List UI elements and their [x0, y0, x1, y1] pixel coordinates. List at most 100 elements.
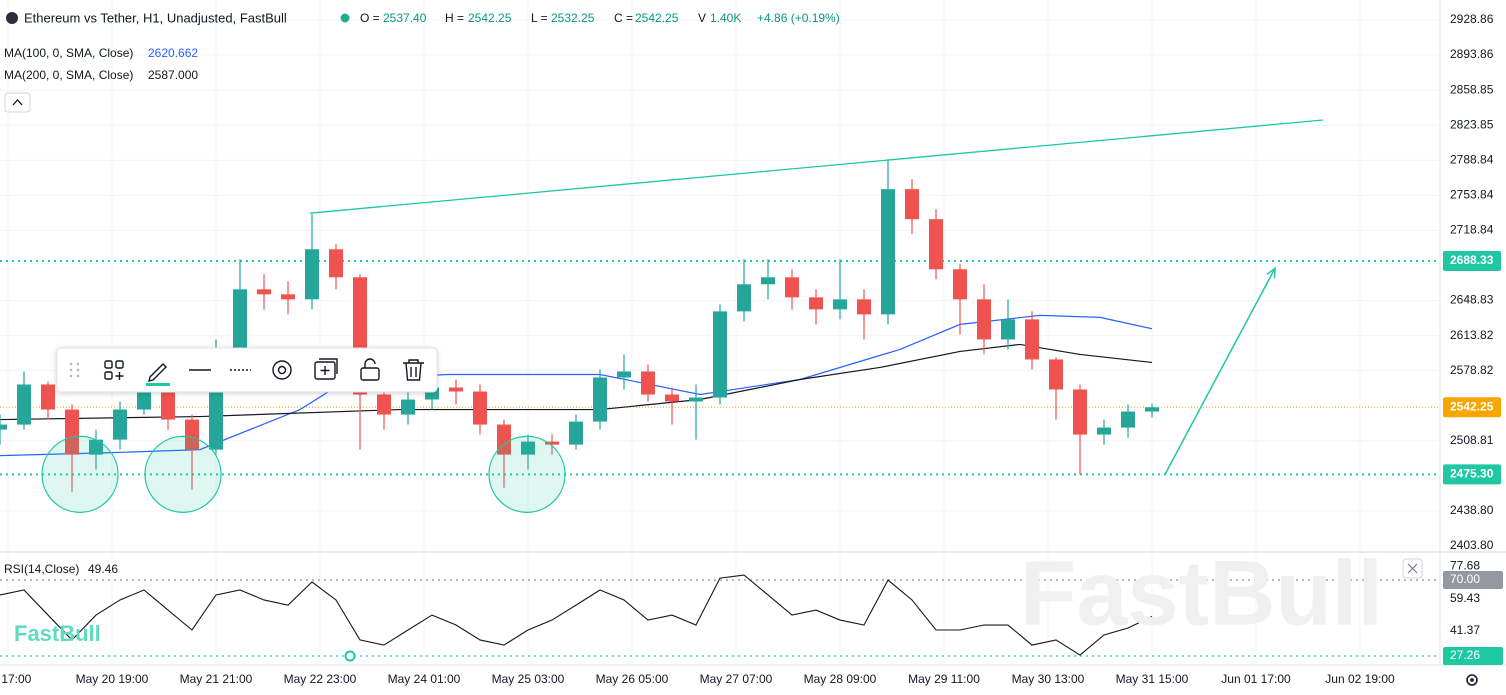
ohlc-label: H = — [445, 11, 464, 25]
candle-body — [617, 371, 631, 378]
y-tick-label: 41.37 — [1450, 623, 1480, 637]
x-tick-label: Jun 02 19:00 — [1325, 672, 1395, 686]
drawing-anchor[interactable] — [344, 650, 356, 662]
y-tick-label: 2613.82 — [1450, 328, 1494, 342]
candle-body — [641, 371, 655, 395]
templates-button[interactable] — [104, 360, 124, 380]
arrow-line[interactable] — [1164, 267, 1276, 475]
drawing-toolbar — [56, 347, 438, 393]
candle-body — [881, 189, 895, 315]
candle-body — [89, 439, 103, 455]
candle-body — [809, 297, 823, 310]
y-tick-badge — [1443, 647, 1503, 666]
y-tick-label: 2438.80 — [1450, 503, 1494, 517]
symbol-title: Ethereum vs Tether, H1, Unadjusted, Fast… — [24, 10, 287, 25]
candle-body — [377, 394, 391, 415]
candle-body — [449, 387, 463, 392]
axis-layer: 19 17:00 May 20 19:00 May 21 21:00 May 22 2… — [0, 12, 1503, 686]
close-pane-button[interactable] — [1402, 558, 1423, 579]
x-tick-label: May 31 15:00 — [1116, 672, 1189, 686]
delete-button[interactable] — [403, 359, 424, 381]
candle-body — [761, 277, 775, 285]
ma-legend-name: MA(200, 0, SMA, Close) — [4, 68, 133, 82]
x-tick-label: 19 17:00 — [0, 672, 32, 686]
symbol-icon — [6, 12, 18, 24]
candle-body — [1001, 319, 1015, 340]
drag-handle[interactable] — [69, 362, 80, 378]
market-status-dot — [340, 13, 350, 23]
candle-body — [1025, 319, 1039, 360]
candle-body — [665, 394, 679, 402]
lock-button[interactable] — [360, 358, 380, 381]
highlight-circle[interactable] — [144, 435, 222, 513]
y-tick-badge — [1443, 571, 1503, 590]
ma-legend-name: MA(100, 0, SMA, Close) — [4, 46, 133, 60]
candle-body — [1073, 389, 1087, 435]
highlight-circle[interactable] — [488, 435, 566, 513]
x-tick-label: May 20 19:00 — [76, 672, 149, 686]
candle-body — [17, 384, 31, 425]
candle-body — [545, 441, 559, 445]
y-tick-label: 59.43 — [1450, 591, 1480, 605]
collapse-button[interactable] — [4, 92, 31, 113]
y-tick-label: 2578.82 — [1450, 363, 1494, 377]
y-tick-label: 2823.85 — [1450, 117, 1494, 131]
rsi-legend-name: RSI(14,Close) — [4, 562, 79, 576]
x-tick-label: May 25 03:00 — [492, 672, 565, 686]
candle-body — [65, 409, 79, 455]
clone-button[interactable] — [314, 358, 338, 380]
y-tick-label: 2788.84 — [1450, 152, 1494, 166]
candle-body — [305, 249, 319, 300]
moving-average-line — [0, 343, 1153, 421]
candle-body — [905, 189, 919, 220]
candle-body — [233, 289, 247, 350]
candle-body — [257, 289, 271, 295]
price-change: +4.86 (+0.19%) — [757, 11, 840, 25]
x-tick-label: May 22 23:00 — [284, 672, 357, 686]
candle-layer — [0, 159, 1159, 656]
level-badge — [1443, 250, 1501, 271]
ohlc-value: 2532.25 — [551, 11, 595, 25]
candle-body — [1097, 427, 1111, 435]
candle-body — [689, 397, 703, 402]
candle-body — [785, 277, 799, 298]
ohlc-label: V — [698, 11, 706, 25]
y-tick-label: 2753.84 — [1450, 187, 1494, 201]
x-tick-label: May 28 09:00 — [804, 672, 877, 686]
level-badge — [1443, 464, 1501, 485]
x-tick-label: May 29 11:00 — [908, 672, 980, 686]
candle-body — [1049, 359, 1063, 390]
trend-line[interactable] — [309, 119, 1324, 214]
candle-body — [113, 409, 127, 440]
level-label: 2688.33 — [1450, 253, 1494, 267]
highlight-circle[interactable] — [41, 435, 119, 513]
ohlc-label: L = — [531, 11, 548, 25]
x-tick-label: May 30 13:00 — [1012, 672, 1085, 686]
color-button[interactable] — [146, 363, 170, 386]
x-tick-label: May 27 07:00 — [700, 672, 773, 686]
candle-body — [473, 391, 487, 425]
ohlc-value: 2537.40 — [383, 11, 427, 25]
candle-body — [737, 284, 751, 312]
drawing-layer — [41, 119, 1324, 513]
candle-body — [593, 377, 607, 422]
candle-body — [281, 294, 295, 300]
candle-body — [401, 399, 415, 415]
y-tick-label: 77.68 — [1450, 559, 1480, 573]
ma-legend-value: 2620.662 — [148, 46, 198, 60]
y-tick-label: 2508.81 — [1450, 433, 1494, 447]
rsi-line — [0, 574, 1153, 656]
x-tick-label: May 26 05:00 — [596, 672, 669, 686]
candle-body — [833, 299, 847, 310]
ohlc-value: 1.40K — [710, 11, 741, 25]
candle-body — [953, 269, 967, 300]
grid-layer — [0, 0, 1440, 665]
candle-body — [977, 299, 991, 340]
candle-body — [329, 249, 343, 278]
candle-body — [185, 419, 199, 450]
settings-button[interactable] — [1466, 674, 1478, 686]
candle-body — [569, 421, 583, 445]
settings-tool-button[interactable] — [272, 360, 292, 380]
last-price-label: 2542.25 — [1450, 399, 1494, 413]
x-tick-label: Jun 01 17:00 — [1221, 672, 1291, 686]
